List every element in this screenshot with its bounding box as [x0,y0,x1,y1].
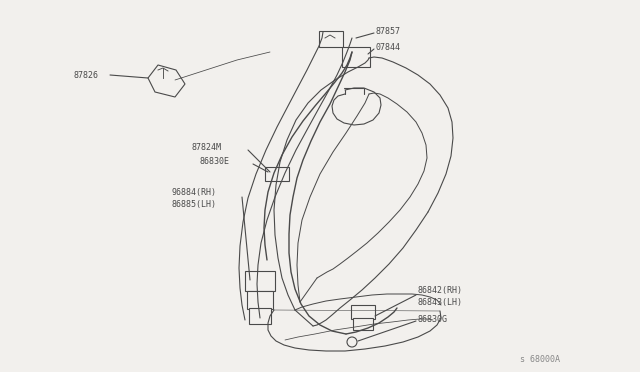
FancyBboxPatch shape [265,167,289,181]
Text: 86843(LH): 86843(LH) [418,298,463,307]
FancyBboxPatch shape [353,318,373,330]
Text: 87857: 87857 [375,28,400,36]
FancyBboxPatch shape [342,47,370,67]
Text: 86842(RH): 86842(RH) [418,285,463,295]
Text: s 68000A: s 68000A [520,356,560,365]
Text: 86830G: 86830G [418,315,448,324]
FancyBboxPatch shape [249,308,271,324]
Text: 86830E: 86830E [200,157,230,167]
Text: 96884(RH): 96884(RH) [172,187,217,196]
FancyBboxPatch shape [247,291,273,309]
Text: 87826: 87826 [74,71,99,80]
FancyBboxPatch shape [319,31,343,47]
Text: 87824M: 87824M [192,144,222,153]
Text: 86885(LH): 86885(LH) [172,199,217,208]
FancyBboxPatch shape [245,271,275,291]
Text: 07844: 07844 [375,44,400,52]
FancyBboxPatch shape [351,305,375,319]
